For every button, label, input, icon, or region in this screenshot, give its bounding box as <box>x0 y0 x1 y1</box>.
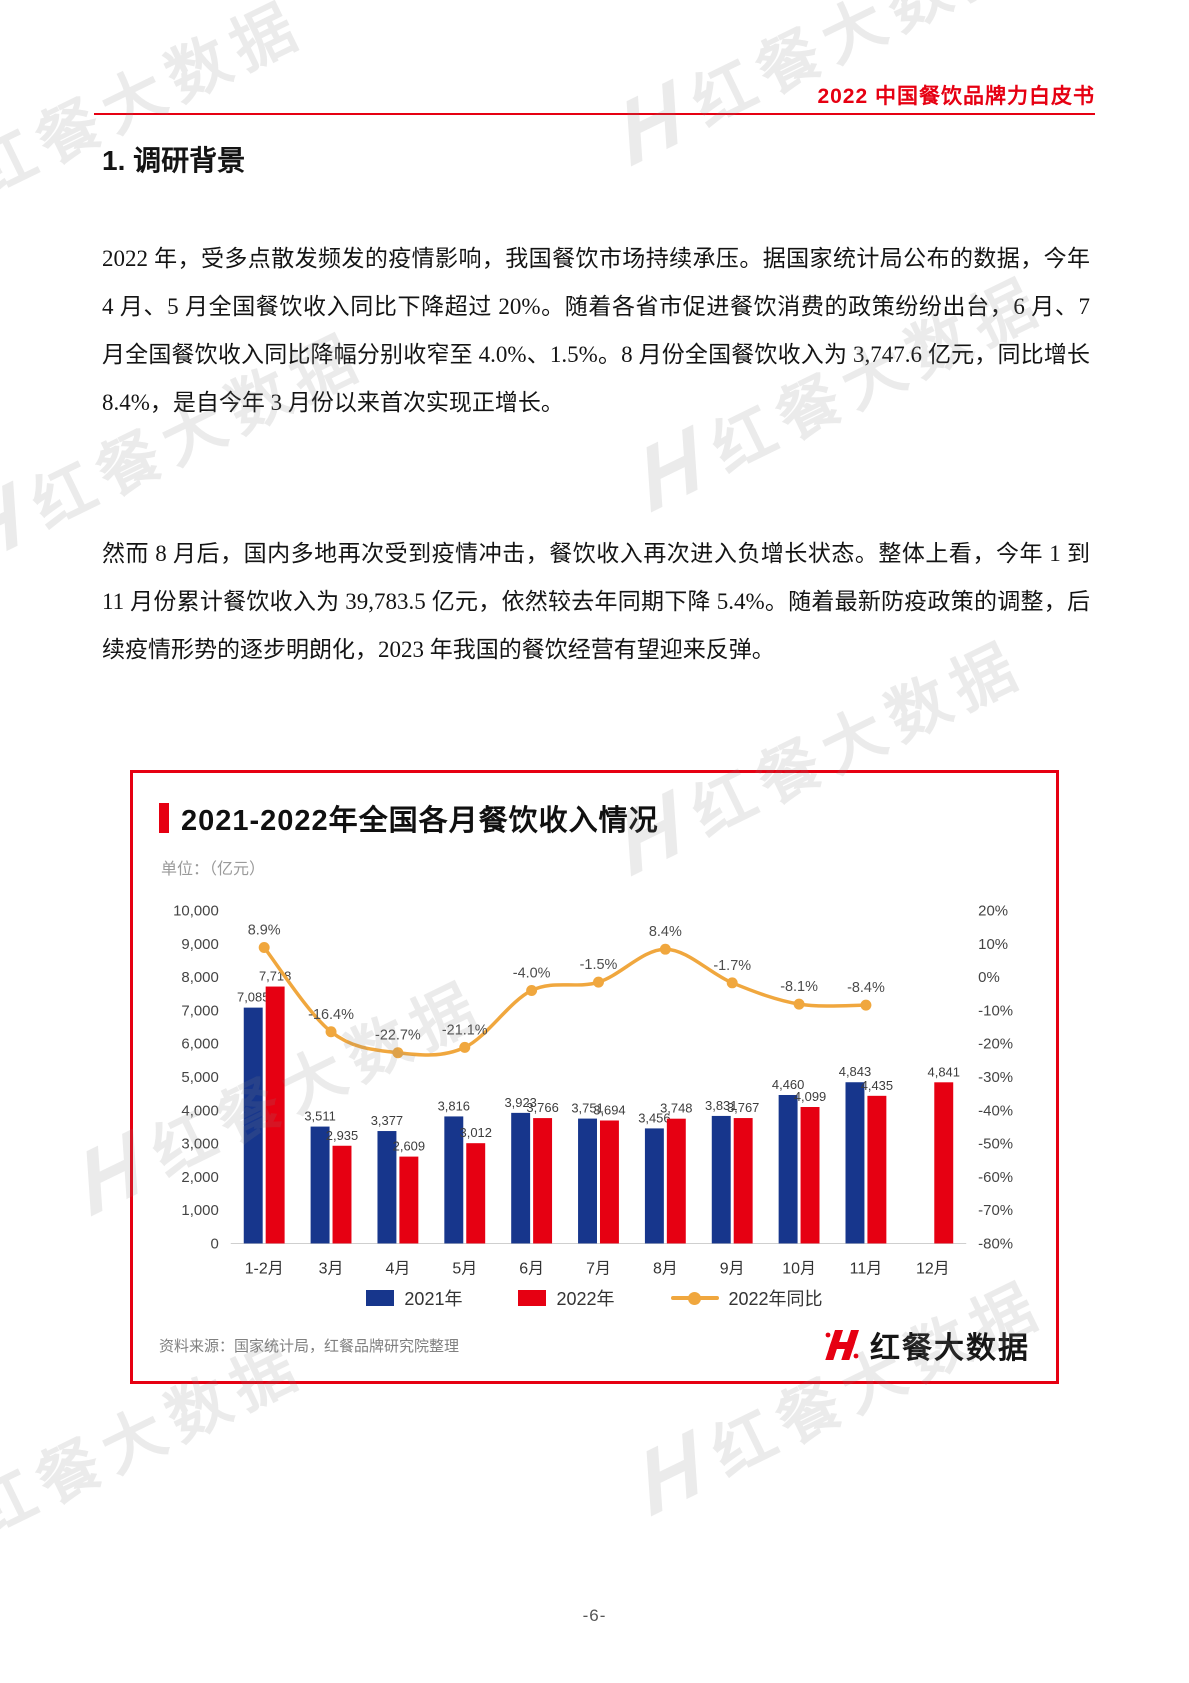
svg-text:-4.0%: -4.0% <box>513 966 551 982</box>
svg-text:4,099: 4,099 <box>794 1089 826 1104</box>
svg-text:-10%: -10% <box>978 1002 1013 1019</box>
chart-title: 2021-2022年全国各月餐饮收入情况 <box>181 805 659 837</box>
legend-label-2021: 2021年 <box>404 1289 463 1309</box>
svg-text:3,748: 3,748 <box>660 1101 692 1116</box>
svg-text:1,000: 1,000 <box>181 1202 218 1219</box>
svg-text:3,012: 3,012 <box>460 1125 492 1140</box>
header-divider <box>94 113 1095 115</box>
svg-text:-1.5%: -1.5% <box>580 957 618 973</box>
svg-text:4月: 4月 <box>385 1260 410 1277</box>
svg-text:-70%: -70% <box>978 1202 1013 1219</box>
svg-text:5,000: 5,000 <box>181 1069 218 1086</box>
svg-text:-8.4%: -8.4% <box>847 980 885 996</box>
chart-legend: 2021年 2022年 2022年同比 <box>159 1285 1030 1311</box>
brand-h-icon <box>825 1330 860 1360</box>
chart-footer: 资料来源：国家统计局，红餐品牌研究院整理 红餐大数据 <box>159 1323 1030 1367</box>
svg-text:0: 0 <box>210 1235 218 1252</box>
svg-text:8,000: 8,000 <box>181 969 218 986</box>
legend-label-yoy: 2022年同比 <box>728 1289 823 1309</box>
svg-text:-30%: -30% <box>978 1069 1013 1086</box>
page-number: -6- <box>582 1606 607 1625</box>
svg-text:9,000: 9,000 <box>181 936 218 953</box>
legend-line-dot <box>688 1291 702 1305</box>
legend-item-2021: 2021年 <box>366 1285 462 1311</box>
svg-text:-21.1%: -21.1% <box>442 1022 488 1038</box>
svg-text:-60%: -60% <box>978 1169 1013 1186</box>
svg-text:3月: 3月 <box>319 1260 344 1277</box>
paragraph-1: 2022 年，受多点散发频发的疫情影响，我国餐饮市场持续承压。据国家统计局公布的… <box>102 246 1090 415</box>
legend-swatch-2022 <box>518 1290 547 1306</box>
watermark-h-icon: H <box>609 59 692 186</box>
svg-text:4,000: 4,000 <box>181 1102 218 1119</box>
svg-text:2,000: 2,000 <box>181 1169 218 1186</box>
svg-text:11月: 11月 <box>850 1260 882 1277</box>
svg-text:10月: 10月 <box>782 1260 816 1277</box>
svg-text:4,841: 4,841 <box>928 1064 960 1079</box>
watermark-h-icon: H <box>0 461 32 588</box>
legend-swatch-2021 <box>366 1290 395 1306</box>
chart-source: 资料来源：国家统计局，红餐品牌研究院整理 <box>159 1337 460 1355</box>
svg-text:3,816: 3,816 <box>438 1098 470 1113</box>
svg-text:-16.4%: -16.4% <box>308 1007 354 1023</box>
chart-card: 2021-2022年全国各月餐饮收入情况 单位：（亿元） 0 1,000 2,000… <box>130 770 1059 1384</box>
svg-text:8.9%: 8.9% <box>248 923 281 939</box>
svg-text:-80%: -80% <box>978 1235 1013 1252</box>
svg-text:-22.7%: -22.7% <box>375 1028 421 1044</box>
svg-text:3,511: 3,511 <box>304 1109 335 1124</box>
svg-text:-20%: -20% <box>978 1036 1013 1053</box>
svg-text:20%: 20% <box>978 903 1008 920</box>
svg-text:3,000: 3,000 <box>181 1136 218 1153</box>
svg-text:9月: 9月 <box>720 1260 745 1277</box>
svg-text:-50%: -50% <box>978 1136 1013 1153</box>
svg-text:6月: 6月 <box>519 1260 544 1277</box>
svg-text:10%: 10% <box>978 936 1008 953</box>
watermark-h-icon: H <box>629 1409 712 1536</box>
svg-text:4,435: 4,435 <box>861 1078 893 1093</box>
svg-text:3,767: 3,767 <box>727 1100 759 1115</box>
svg-text:6,000: 6,000 <box>181 1036 218 1053</box>
chart-title-accent-bar <box>159 803 169 833</box>
svg-text:2,935: 2,935 <box>326 1128 358 1143</box>
svg-text:3,751: 3,751 <box>571 1101 603 1116</box>
svg-text:4,843: 4,843 <box>839 1064 871 1079</box>
svg-text:5月: 5月 <box>452 1260 477 1277</box>
legend-item-yoy: 2022年同比 <box>670 1285 823 1311</box>
svg-text:7,000: 7,000 <box>181 1002 218 1019</box>
brand-logo-text: 红餐大数据 <box>870 1332 1030 1365</box>
svg-text:3,694: 3,694 <box>593 1103 625 1118</box>
svg-text:8.4%: 8.4% <box>649 924 682 940</box>
chart-title-row: 2021-2022年全国各月餐饮收入情况 <box>159 797 1030 839</box>
svg-text:7,085: 7,085 <box>237 990 269 1005</box>
svg-text:7月: 7月 <box>586 1260 611 1277</box>
svg-text:-1.7%: -1.7% <box>713 958 751 974</box>
legend-line-sample <box>670 1291 719 1305</box>
paragraph-2: 然而 8 月后，国内多地再次受到疫情冲击，餐饮收入再次进入负增长状态。整体上看，… <box>102 541 1090 662</box>
svg-text:12月: 12月 <box>916 1260 950 1277</box>
svg-text:3,377: 3,377 <box>371 1113 403 1128</box>
legend-label-2022: 2022年 <box>556 1289 615 1309</box>
legend-item-2022: 2022年 <box>518 1285 615 1311</box>
svg-text:3,766: 3,766 <box>526 1100 558 1115</box>
svg-text:3,923: 3,923 <box>504 1095 536 1110</box>
svg-text:1-2月: 1-2月 <box>245 1260 284 1277</box>
header-title: 2022 中国餐饮品牌力白皮书 <box>817 85 1095 108</box>
svg-text:10,000: 10,000 <box>173 903 219 920</box>
svg-text:-40%: -40% <box>978 1102 1013 1119</box>
svg-text:8月: 8月 <box>653 1260 678 1277</box>
svg-text:3,456: 3,456 <box>638 1110 670 1125</box>
svg-text:0%: 0% <box>978 969 1000 986</box>
svg-text:2,609: 2,609 <box>393 1139 425 1154</box>
svg-text:3,831: 3,831 <box>705 1098 737 1113</box>
svg-text:4,460: 4,460 <box>772 1077 804 1092</box>
brand-logo: 红餐大数据 <box>822 1323 1030 1367</box>
revenue-chart: 0 1,000 2,000 3,000 4,000 5,000 6,000 7,000 8,00… <box>159 881 1030 1283</box>
svg-text:-8.1%: -8.1% <box>780 979 818 995</box>
section-title: 1. 调研背景 <box>102 145 246 176</box>
chart-unit-label: 单位：（亿元） <box>161 861 266 878</box>
